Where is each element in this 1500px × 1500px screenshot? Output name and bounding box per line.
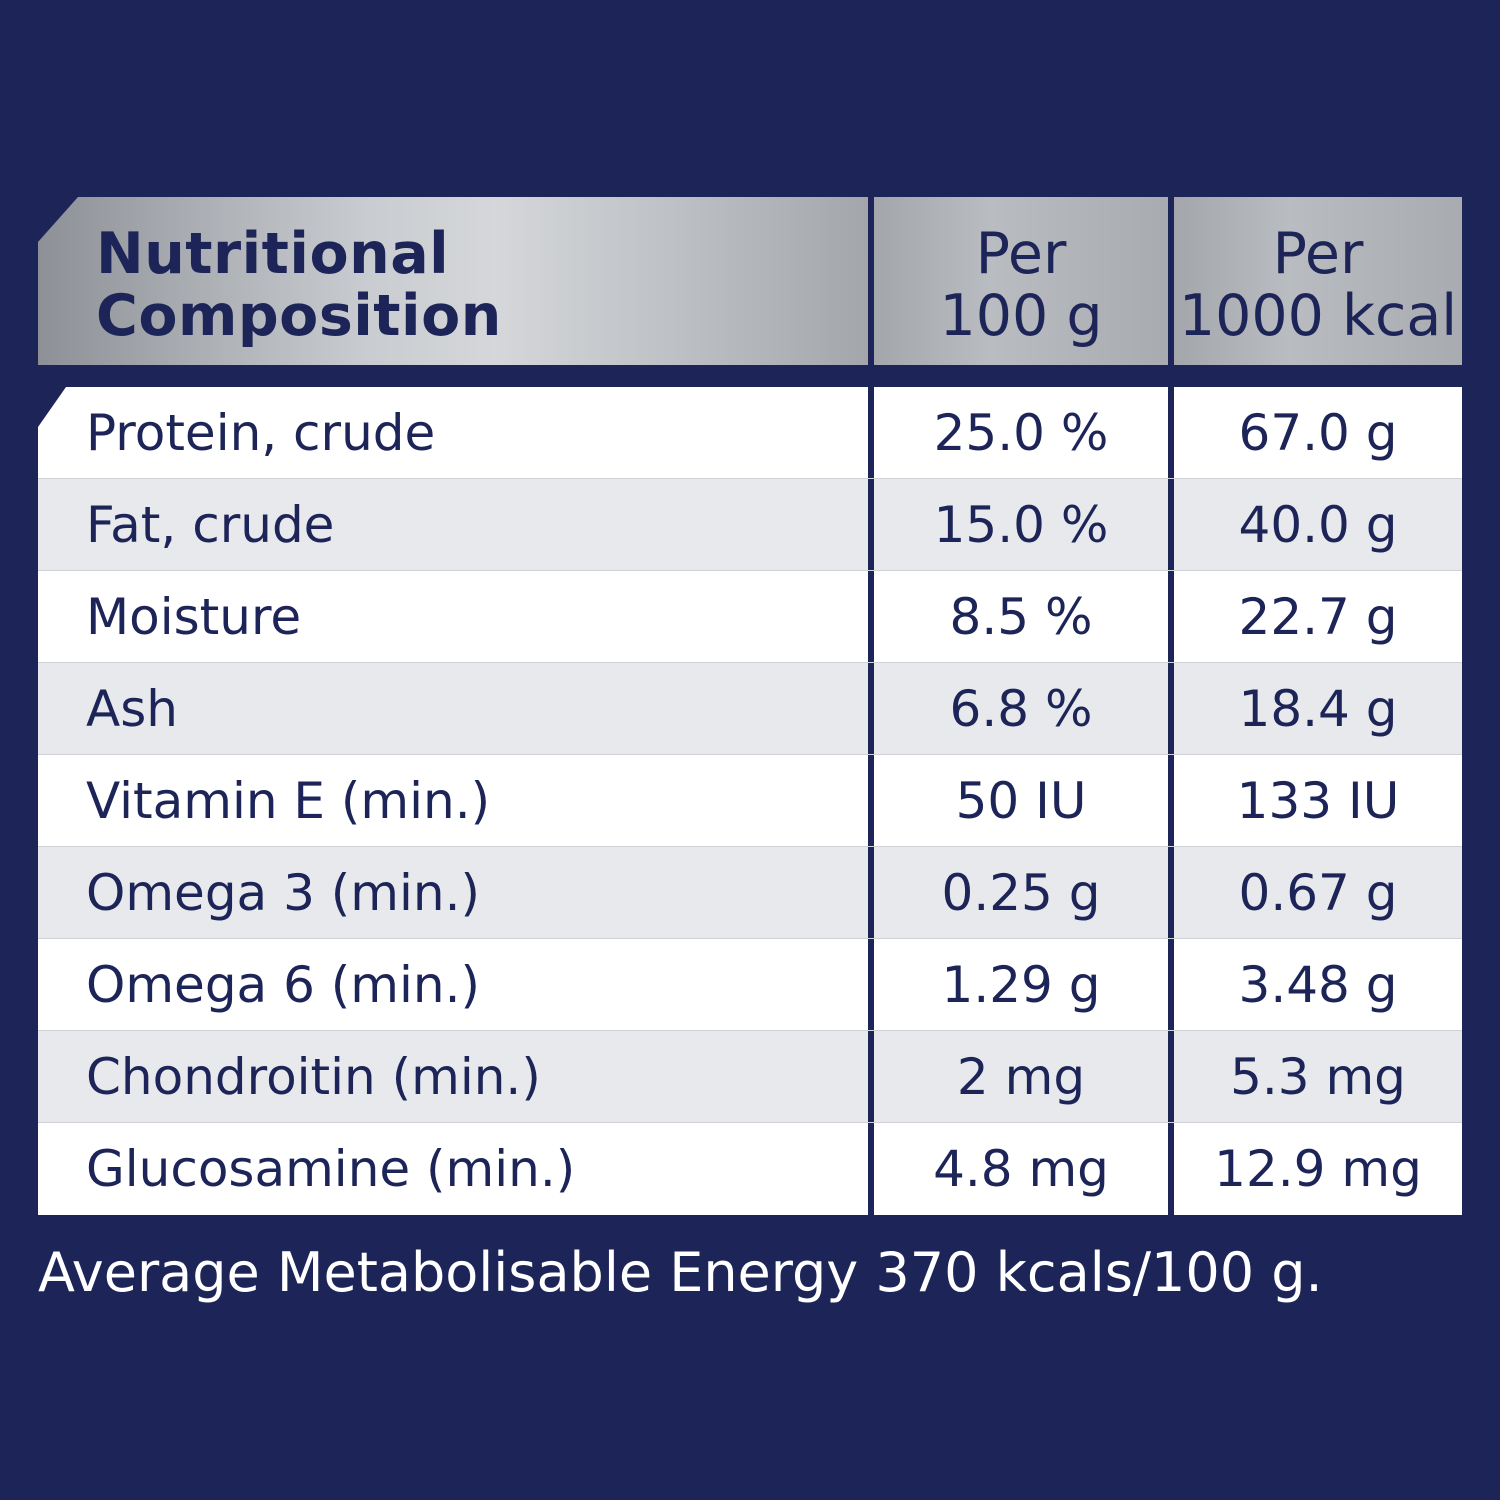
table-row: Protein, crude 25.0 % 67.0 g — [38, 387, 1462, 479]
nutrient-name: Glucosamine (min.) — [38, 1123, 868, 1215]
header-col2-line2: 1000 kcal — [1178, 283, 1458, 349]
table-row: Omega 6 (min.) 1.29 g 3.48 g — [38, 939, 1462, 1031]
header-name-line1: Nutritional — [96, 221, 450, 287]
table-row: Glucosamine (min.) 4.8 mg 12.9 mg — [38, 1123, 1462, 1215]
value-per-1000kcal: 0.67 g — [1174, 847, 1462, 938]
value-per-100g: 25.0 % — [874, 387, 1168, 478]
value-per-100g: 0.25 g — [874, 847, 1168, 938]
value-per-100g: 50 IU — [874, 755, 1168, 846]
nutrient-name: Fat, crude — [38, 479, 868, 570]
table-row: Ash 6.8 % 18.4 g — [38, 663, 1462, 755]
header-col1-line1: Per — [975, 221, 1067, 287]
value-per-1000kcal: 67.0 g — [1174, 387, 1462, 478]
value-per-1000kcal: 133 IU — [1174, 755, 1462, 846]
table-body: Protein, crude 25.0 % 67.0 g Fat, crude 15.0… — [38, 387, 1462, 1215]
nutrient-name: Vitamin E (min.) — [38, 755, 868, 846]
nutrient-name: Protein, crude — [38, 387, 868, 478]
energy-footnote: Average Metabolisable Energy 370 kcals/1… — [38, 1241, 1323, 1304]
value-per-1000kcal: 22.7 g — [1174, 571, 1462, 662]
header-separator — [38, 365, 1462, 387]
nutrient-name: Ash — [38, 663, 868, 754]
header-col1-line2: 100 g — [939, 283, 1103, 349]
table-row: Moisture 8.5 % 22.7 g — [38, 571, 1462, 663]
table-row: Fat, crude 15.0 % 40.0 g — [38, 479, 1462, 571]
table-row: Chondroitin (min.) 2 mg 5.3 mg — [38, 1031, 1462, 1123]
value-per-1000kcal: 12.9 mg — [1174, 1123, 1462, 1215]
value-per-1000kcal: 40.0 g — [1174, 479, 1462, 570]
value-per-1000kcal: 18.4 g — [1174, 663, 1462, 754]
header-name-line2: Composition — [96, 283, 502, 349]
header-nutritional-composition: Nutritional Composition — [38, 197, 868, 365]
header-per-100g: Per 100 g — [874, 197, 1168, 365]
value-per-100g: 4.8 mg — [874, 1123, 1168, 1215]
nutrient-name: Omega 3 (min.) — [38, 847, 868, 938]
nutrient-name: Chondroitin (min.) — [38, 1031, 868, 1122]
nutrition-table: Nutritional Composition Per 100 g Per 10… — [38, 197, 1462, 1215]
value-per-100g: 2 mg — [874, 1031, 1168, 1122]
value-per-100g: 15.0 % — [874, 479, 1168, 570]
header-per-1000kcal: Per 1000 kcal — [1174, 197, 1462, 365]
value-per-100g: 8.5 % — [874, 571, 1168, 662]
value-per-100g: 1.29 g — [874, 939, 1168, 1030]
header-col2-line1: Per — [1272, 221, 1364, 287]
value-per-1000kcal: 3.48 g — [1174, 939, 1462, 1030]
value-per-1000kcal: 5.3 mg — [1174, 1031, 1462, 1122]
table-row: Omega 3 (min.) 0.25 g 0.67 g — [38, 847, 1462, 939]
table-header: Nutritional Composition Per 100 g Per 10… — [38, 197, 1462, 365]
table-row: Vitamin E (min.) 50 IU 133 IU — [38, 755, 1462, 847]
nutrient-name: Omega 6 (min.) — [38, 939, 868, 1030]
nutrient-name: Moisture — [38, 571, 868, 662]
value-per-100g: 6.8 % — [874, 663, 1168, 754]
